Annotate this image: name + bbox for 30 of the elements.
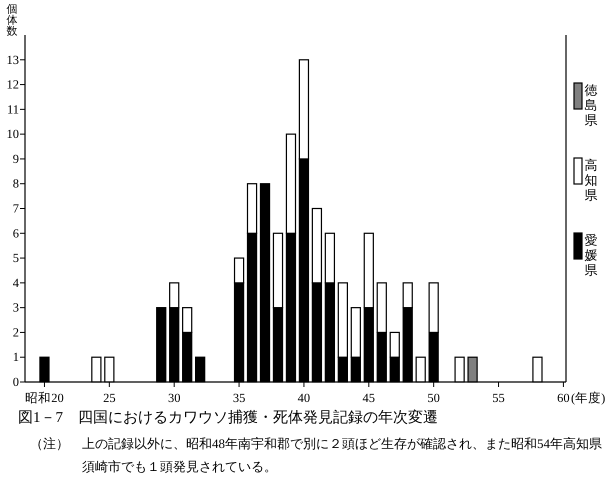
y-axis-title: 個体数 [6, 4, 18, 38]
y-tick-label: 13 [6, 52, 19, 67]
y-tick-label: 1 [12, 350, 19, 364]
legend-label: 徳島県 [584, 82, 598, 128]
y-tick-label: 7 [12, 202, 19, 216]
x-tick-label: 60 [557, 391, 570, 405]
x-tick-label: 昭和20 [25, 391, 64, 405]
x-tick-label: 25 [103, 391, 116, 405]
x-tick-label: 45 [362, 391, 376, 405]
y-tick-label: 2 [12, 325, 19, 340]
y-tick-label: 4 [12, 276, 20, 290]
y-tick-label: 8 [12, 176, 19, 191]
x-tick-label: 40 [298, 391, 310, 405]
legend-label: 愛媛県 [584, 232, 598, 278]
y-tick-label: 3 [12, 300, 19, 315]
x-tick-label: 35 [232, 391, 246, 405]
y-tick-label: 9 [12, 152, 19, 166]
x-axis-title: (年度) [571, 390, 606, 405]
y-tick-label: 0 [12, 375, 19, 389]
y-tick-label: 6 [12, 226, 19, 240]
x-tick-label: 55 [492, 391, 505, 405]
y-tick-label: 11 [6, 102, 19, 116]
text: （注） 上の記録以外に、昭和48年南宇和郡で別に２頭ほど生存が確認され、また昭和54年高知県須崎市でも１頭発見されている。 [30, 435, 603, 476]
x-tick-label: 30 [168, 391, 180, 405]
y-tick-label: 5 [12, 251, 19, 266]
x-tick-label: 50 [427, 391, 440, 405]
y-tick-label: 12 [6, 78, 19, 92]
y-tick-label: 10 [6, 127, 19, 142]
legend-label: 高知県 [584, 157, 598, 202]
text: 図1－7 四国におけるカワウソ捕獲・死体発見記録の年次変遷 [18, 408, 438, 427]
